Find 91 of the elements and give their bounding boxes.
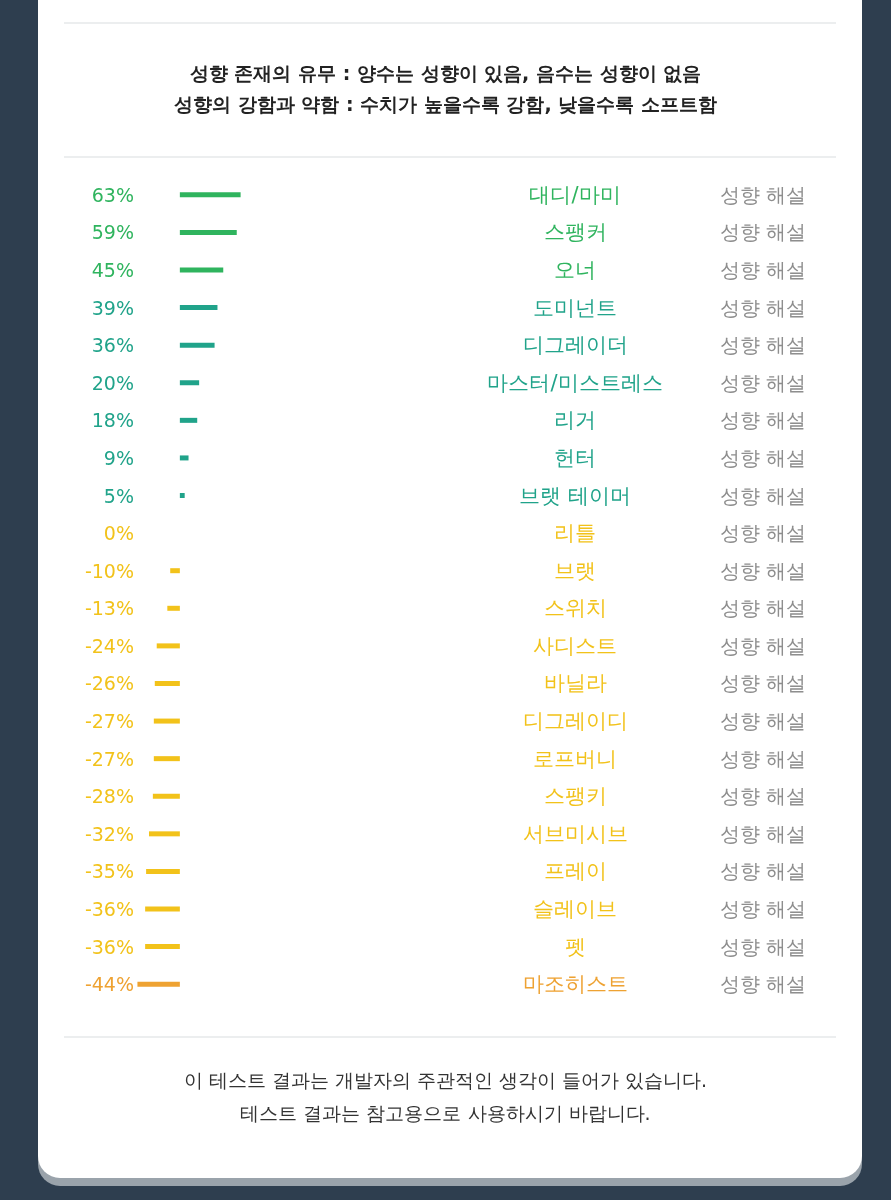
data-label: 5%: [103, 484, 134, 507]
y-tick-label: 마조히스트: [522, 972, 628, 997]
data-label: 9%: [103, 446, 134, 469]
y-tick-label: 슬레이브: [533, 897, 617, 922]
text: 성향 해설: [719, 934, 807, 959]
data-label: 0%: [103, 522, 134, 545]
text: 성향 해설: [719, 784, 807, 809]
text: 성향 해설: [719, 709, 807, 734]
text: 성향 해설: [719, 897, 807, 922]
bar: [179, 267, 224, 273]
text: 테스트 결과는 참고용으로 사용하시기 바랍니다.: [240, 1101, 651, 1124]
bar: [153, 718, 180, 724]
data-label: 20%: [91, 371, 134, 394]
bar: [170, 568, 180, 574]
bar: [145, 906, 180, 912]
text: 성향 해설: [719, 445, 807, 470]
bar: [179, 417, 198, 423]
bar: [179, 493, 185, 499]
y-tick-label: 대디/마미: [529, 182, 621, 207]
data-label: -36%: [84, 935, 134, 958]
bar: [179, 229, 237, 235]
bar: [149, 831, 180, 837]
y-tick-label: 스팽커: [543, 220, 607, 245]
text: 성향 해설: [719, 220, 807, 245]
data-label: 39%: [91, 296, 134, 319]
data-label: -24%: [84, 634, 134, 657]
bar: [153, 756, 180, 762]
text: 성향 해설: [719, 596, 807, 621]
text: 성향 해설: [719, 370, 807, 395]
data-label: 63%: [91, 183, 134, 206]
y-tick-label: 디그레이더: [522, 333, 628, 358]
text: 이 테스트 결과는 개발자의 주관적인 생각이 들어가 있습니다.: [183, 1068, 708, 1091]
data-label: -13%: [84, 597, 134, 620]
bar: [154, 680, 180, 686]
text: 성향 해설: [719, 821, 807, 846]
text: 성향 해설: [719, 295, 807, 320]
data-label: -27%: [84, 710, 134, 733]
data-label: -35%: [84, 860, 134, 883]
bar: [145, 944, 180, 950]
y-tick-label: 서브미시브: [522, 821, 628, 846]
y-tick-label: 도미넌트: [533, 295, 617, 320]
bar: [179, 305, 218, 311]
y-tick-label: 펫: [564, 934, 586, 959]
text: 성향 해설: [719, 558, 807, 583]
data-label: -36%: [84, 898, 134, 921]
bar: [179, 380, 200, 386]
y-tick-label: 브랫 테이머: [519, 483, 631, 508]
text: 성향 해설: [719, 633, 807, 658]
y-tick-label: 바닐라: [543, 671, 607, 696]
bar: [179, 455, 189, 461]
text: 성향 해설: [719, 972, 807, 997]
data-label: 59%: [91, 221, 134, 244]
data-label: -28%: [84, 785, 134, 808]
bar: [146, 868, 180, 874]
bar: [179, 192, 241, 198]
data-label: 18%: [91, 409, 134, 432]
data-label: -44%: [84, 973, 134, 996]
text: 성향 해설: [719, 408, 807, 433]
data-label: 45%: [91, 258, 134, 281]
y-tick-label: 스팽키: [543, 784, 607, 809]
bar: [152, 793, 180, 799]
y-tick-label: 마스터/미스트레스: [487, 370, 663, 395]
y-tick-label: 사디스트: [533, 633, 617, 658]
y-tick-label: 오너: [554, 257, 596, 282]
y-tick-label: 리거: [554, 408, 596, 433]
bar: [137, 981, 180, 987]
text: 성향 해설: [719, 746, 807, 771]
y-tick-label: 로프버니: [533, 746, 617, 771]
text: 성향의 강함과 약함 : 수치가 높을수록 강함, 낮을수록 소프트함: [174, 92, 717, 115]
text: 성향 해설: [719, 671, 807, 696]
text: 성향 해설: [719, 483, 807, 508]
y-tick-label: 헌터: [554, 445, 596, 470]
text: 성향 해설: [719, 257, 807, 282]
y-tick-label: 프레이: [543, 859, 607, 884]
y-tick-label: 디그레이디: [522, 709, 628, 734]
text: 성향 존재의 유무 : 양수는 성향이 있음, 음수는 성향이 없음: [189, 61, 702, 84]
text: 성향 해설: [719, 333, 807, 358]
text: 성향 해설: [719, 521, 807, 546]
y-tick-label: 리틀: [554, 521, 596, 546]
bar: [179, 342, 215, 348]
data-label: 36%: [91, 334, 134, 357]
bar: [167, 605, 180, 611]
text: 성향 해설: [719, 182, 807, 207]
text: 성향 해설: [719, 859, 807, 884]
data-label: -10%: [84, 559, 134, 582]
data-label: -26%: [84, 672, 134, 695]
data-label: -32%: [84, 822, 134, 845]
data-label: -27%: [84, 747, 134, 770]
y-tick-label: 브랫: [554, 558, 596, 583]
bar: [156, 643, 180, 649]
y-tick-label: 스위치: [543, 596, 607, 621]
